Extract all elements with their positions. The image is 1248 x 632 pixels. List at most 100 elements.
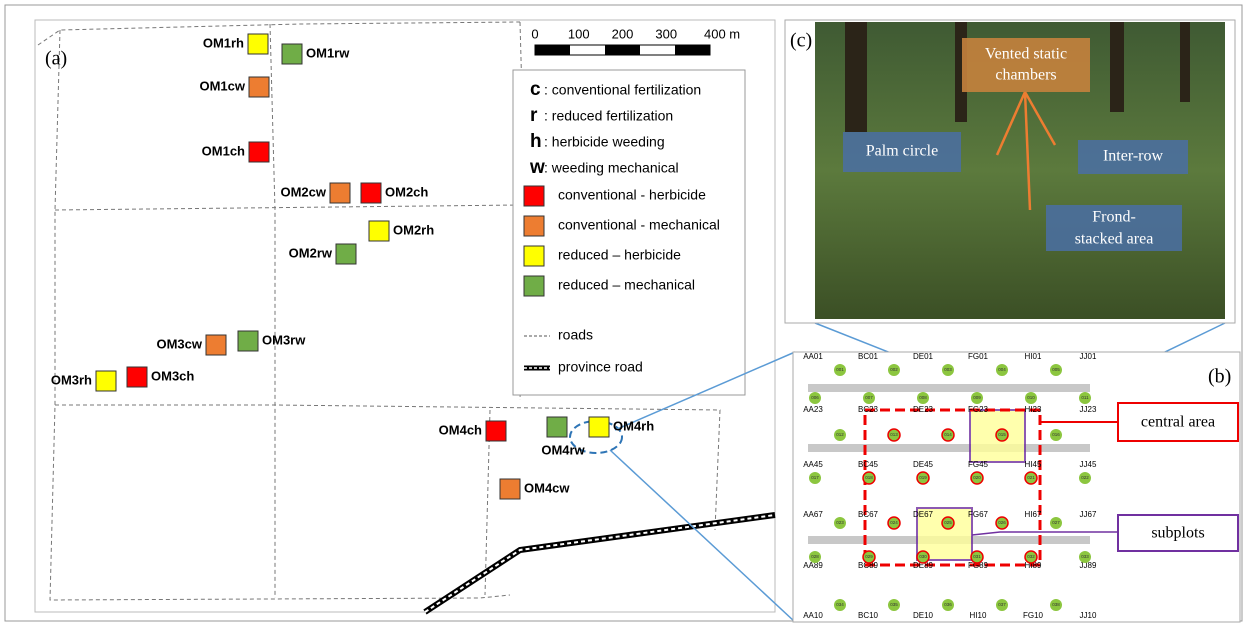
grid-label: JJ89: [1080, 561, 1097, 570]
point-label: 037: [998, 602, 1006, 607]
point-label: 026: [998, 520, 1006, 525]
point-label: 019: [919, 475, 927, 480]
plant-point: [917, 392, 929, 404]
pointer: [971, 531, 1118, 536]
point-label: 035: [890, 602, 898, 607]
plant-point: [862, 550, 876, 564]
legend-text: reduced – herbicide: [558, 247, 681, 263]
grid-label: DE01: [913, 352, 934, 361]
grid-label: JJ10: [1080, 611, 1097, 620]
grid-label: AA67: [803, 510, 823, 519]
label-box: [1046, 205, 1182, 251]
grid-label: JJ23: [1080, 405, 1097, 414]
grid-label: DE45: [913, 460, 934, 469]
point-label: 020: [973, 475, 981, 480]
callout: Palm circle: [866, 143, 938, 160]
plot-label: OM4cw: [524, 480, 570, 495]
point-label: 030: [919, 554, 927, 559]
plot: [248, 141, 270, 163]
plot-label: OM4rh: [613, 418, 654, 433]
plot: [485, 420, 507, 442]
grid-label: HI23: [1025, 405, 1042, 414]
plot-label: OM2cw: [280, 184, 326, 199]
grid-label: HI67: [1025, 510, 1042, 519]
point-label: 033: [1081, 554, 1089, 559]
plot-label: OM3cw: [156, 336, 202, 351]
label-box: [1078, 140, 1188, 174]
callout: central area: [1141, 414, 1215, 431]
plant-point: [995, 516, 1009, 530]
legend-swatch: [523, 185, 545, 207]
point-label: 003: [944, 367, 952, 372]
trunks: [845, 22, 1190, 132]
point-label: 028: [811, 554, 819, 559]
plant-point: [863, 392, 875, 404]
callout: Frond-: [1092, 209, 1136, 226]
plant-point: [996, 599, 1008, 611]
plant-point: [887, 516, 901, 530]
scale-bar-seg: [535, 45, 570, 55]
plant-point: [1050, 364, 1062, 376]
scale-label: 100: [568, 26, 590, 41]
plot: [335, 243, 357, 265]
legend-box: [512, 69, 746, 396]
point-label: 005: [1052, 367, 1060, 372]
grid-panel: [792, 351, 1241, 623]
plant-point: [970, 550, 984, 564]
legend-text: province road: [558, 359, 643, 375]
legend-text: : conventional fertilization: [544, 82, 701, 98]
plant-point: [887, 428, 901, 442]
plant-point: [888, 599, 900, 611]
point-label: 024: [890, 520, 898, 525]
point-label: 009: [973, 395, 981, 400]
point-label: 013: [890, 432, 898, 437]
plant-point: [1050, 599, 1062, 611]
plant-point: [809, 472, 821, 484]
grid-label: FG89: [968, 561, 989, 570]
grid-label: HI01: [1025, 352, 1042, 361]
plot: [281, 43, 303, 65]
point-label: 008: [919, 395, 927, 400]
plot: [247, 33, 269, 55]
plant-point: [809, 551, 821, 563]
grid-label: FG10: [1023, 611, 1044, 620]
plant-point: [971, 392, 983, 404]
legend-swatch: [523, 245, 545, 267]
legend-letter: c: [530, 79, 541, 100]
plant-point: [996, 364, 1008, 376]
plant-point: [1024, 550, 1038, 564]
plot: [588, 416, 610, 438]
panel-label: (b): [1208, 366, 1231, 388]
grid-label: BC10: [858, 611, 879, 620]
point-label: 012: [836, 432, 844, 437]
plant-point: [1079, 551, 1091, 563]
plot: [95, 370, 117, 392]
grid-label: FG67: [968, 510, 989, 519]
plant-point: [1079, 392, 1091, 404]
point-label: 004: [998, 367, 1006, 372]
plot-label: OM4rw: [541, 442, 585, 457]
scale-bar-seg: [675, 45, 710, 55]
callout: chambers: [995, 67, 1056, 84]
subplot: [969, 409, 1026, 463]
plot-label: OM1rw: [306, 45, 350, 60]
plant-point: [942, 599, 954, 611]
plant-point: [995, 428, 1009, 442]
point-label: 027: [1052, 520, 1060, 525]
grid-label: FG23: [968, 405, 989, 414]
callout: Vented static: [985, 46, 1067, 63]
arrows: [995, 91, 1057, 211]
legend-swatch: [523, 215, 545, 237]
point-label: 032: [1027, 554, 1035, 559]
grid-label: DE67: [913, 510, 934, 519]
plant-point: [834, 429, 846, 441]
grid-label: DE89: [913, 561, 934, 570]
panel-label: (a): [45, 48, 67, 70]
point-label: 022: [1081, 475, 1089, 480]
grid-label: BC67: [858, 510, 879, 519]
legend-text: : herbicide weeding: [544, 134, 665, 150]
plot: [248, 76, 270, 98]
label-box: [1117, 402, 1239, 442]
plant-point: [1050, 517, 1062, 529]
grid-label: FG45: [968, 460, 989, 469]
